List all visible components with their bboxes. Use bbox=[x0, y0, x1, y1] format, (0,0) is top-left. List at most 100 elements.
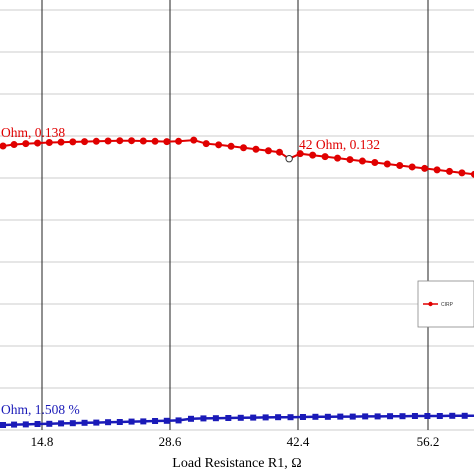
data-point bbox=[285, 155, 293, 163]
data-point bbox=[275, 148, 283, 156]
data-point bbox=[252, 145, 260, 153]
data-point bbox=[334, 154, 342, 162]
data-point bbox=[92, 137, 100, 145]
data-point bbox=[411, 413, 418, 419]
data-point bbox=[139, 137, 147, 145]
data-point bbox=[309, 151, 317, 159]
data-point bbox=[264, 147, 272, 155]
legend: CIRP bbox=[417, 280, 474, 328]
x-axis-label: Load Resistance R1, Ω bbox=[172, 456, 301, 471]
series-blue-points bbox=[0, 412, 468, 428]
data-point bbox=[0, 422, 6, 428]
data-point bbox=[93, 419, 100, 426]
data-point bbox=[81, 419, 88, 426]
data-point bbox=[387, 413, 394, 420]
data-point bbox=[69, 420, 76, 427]
data-point bbox=[104, 137, 112, 145]
data-point bbox=[116, 419, 123, 425]
data-point bbox=[69, 138, 77, 146]
data-point bbox=[46, 420, 53, 427]
data-point bbox=[188, 415, 194, 422]
data-point bbox=[116, 137, 124, 145]
data-point bbox=[324, 413, 331, 420]
data-point bbox=[383, 160, 391, 168]
data-point bbox=[399, 413, 406, 420]
data-point bbox=[200, 415, 207, 422]
data-point bbox=[22, 421, 29, 428]
grid-vertical-lines bbox=[41, 0, 429, 430]
data-point bbox=[275, 414, 282, 421]
data-point bbox=[11, 421, 18, 428]
x-tick-label: 56.2 bbox=[417, 434, 440, 449]
legend-swatch-marker bbox=[428, 301, 433, 307]
data-point bbox=[0, 142, 7, 150]
grid bbox=[0, 0, 474, 431]
data-point bbox=[371, 159, 379, 167]
data-point bbox=[262, 414, 269, 421]
data-point bbox=[312, 413, 319, 420]
data-point bbox=[140, 418, 147, 425]
data-point bbox=[240, 144, 248, 152]
x-tick-label: 28.6 bbox=[159, 434, 182, 449]
data-point bbox=[237, 414, 244, 421]
series-cirp bbox=[0, 136, 474, 178]
data-point bbox=[449, 412, 456, 419]
data-point bbox=[470, 170, 474, 178]
data-point bbox=[175, 417, 182, 424]
data-point bbox=[250, 414, 257, 421]
data-point bbox=[337, 413, 344, 420]
data-point bbox=[128, 137, 136, 145]
data-point bbox=[10, 141, 18, 149]
data-point bbox=[225, 415, 232, 421]
data-point bbox=[163, 138, 171, 146]
data-point bbox=[81, 138, 89, 146]
data-point bbox=[346, 156, 354, 164]
data-point bbox=[105, 419, 112, 426]
data-point bbox=[22, 140, 30, 148]
data-point bbox=[461, 412, 468, 419]
data-point bbox=[152, 418, 159, 424]
data-point bbox=[424, 413, 431, 419]
data-point bbox=[58, 420, 65, 427]
series-cirp-line bbox=[2, 139, 474, 176]
x-axis-ticks: 14.8 28.6 42.4 56.2 bbox=[31, 434, 440, 449]
data-point bbox=[190, 136, 198, 144]
data-point bbox=[215, 141, 223, 149]
data-point bbox=[408, 163, 416, 171]
annotation-red-left: Ohm, 0.138 bbox=[1, 125, 65, 140]
data-point bbox=[202, 140, 210, 148]
data-point bbox=[34, 421, 41, 427]
series-blue-line bbox=[2, 414, 474, 427]
series-cirp-points bbox=[0, 136, 474, 178]
data-point bbox=[45, 138, 53, 146]
data-point bbox=[175, 137, 183, 145]
grid-horizontal-lines bbox=[0, 9, 474, 431]
data-point bbox=[458, 169, 466, 177]
data-point bbox=[227, 142, 235, 150]
data-point bbox=[296, 150, 304, 158]
data-point bbox=[358, 157, 366, 165]
x-tick-label: 14.8 bbox=[31, 434, 54, 449]
data-point bbox=[212, 415, 219, 422]
data-point bbox=[287, 414, 294, 421]
data-point bbox=[299, 414, 306, 420]
data-point bbox=[57, 138, 65, 146]
x-tick-label: 42.4 bbox=[287, 434, 310, 449]
data-point bbox=[34, 139, 42, 147]
data-point bbox=[362, 413, 369, 420]
data-point bbox=[436, 413, 443, 419]
data-point bbox=[421, 164, 429, 172]
data-point bbox=[151, 137, 159, 145]
data-point bbox=[396, 161, 404, 169]
data-point bbox=[446, 167, 453, 175]
data-point bbox=[374, 413, 381, 420]
series-blue bbox=[0, 412, 474, 428]
data-point bbox=[128, 418, 135, 425]
annotation-blue-left: Ohm, 1.508 % bbox=[1, 402, 80, 417]
data-point bbox=[349, 413, 356, 420]
legend-label-cirp: CIRP bbox=[441, 302, 454, 308]
data-point bbox=[433, 166, 441, 174]
data-point bbox=[163, 417, 170, 424]
annotation-red-42ohm: 42 Ohm, 0.132 bbox=[299, 137, 380, 152]
